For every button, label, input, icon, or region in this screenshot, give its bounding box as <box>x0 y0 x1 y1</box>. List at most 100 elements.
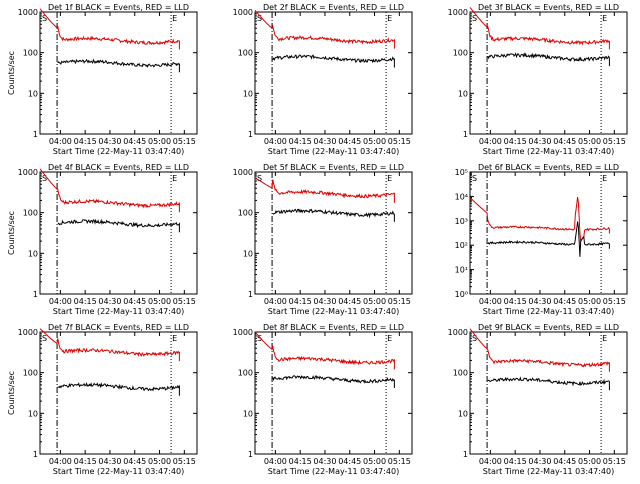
plot-panel-5: Det 5f BLACK = Events, RED = LLD 1 10 100 10… <box>233 163 413 316</box>
x-tick-label: 04:45 <box>553 297 576 306</box>
y-tick-label: 1000 <box>18 328 38 337</box>
x-tick-label: 04:00 <box>479 297 502 306</box>
plot-frame <box>469 331 628 455</box>
y-tick-label: 1 <box>248 290 253 299</box>
x-tick-label: 04:00 <box>49 137 72 146</box>
lld-series <box>254 9 395 49</box>
x-tick-label: 04:15 <box>74 137 97 146</box>
y-tick-label: 10 <box>243 409 253 418</box>
lld-series <box>254 177 395 203</box>
x-axis-label: Start Time (22-May-11 03:47:40) <box>483 467 614 476</box>
start-marker-label: S <box>257 334 262 343</box>
y-tick-label: 10⁰ <box>455 290 468 299</box>
y-tick-label: 10 <box>28 249 38 258</box>
y-tick-label: 10² <box>455 241 468 250</box>
x-tick-label: 05:00 <box>363 137 386 146</box>
lld-series <box>39 8 180 50</box>
plot-frame <box>469 11 628 135</box>
plot-title: Det 7f BLACK = Events, RED = LLD <box>48 323 189 332</box>
x-tick-label: 04:30 <box>313 137 336 146</box>
y-tick-label: 1000 <box>448 8 468 17</box>
x-tick-label: 05:15 <box>173 137 196 146</box>
x-tick-label: 04:30 <box>98 297 121 306</box>
plot-panel-2: Det 2f BLACK = Events, RED = LLD 1 10 100 10… <box>233 3 413 156</box>
x-axis-label: Start Time (22-May-11 03:47:40) <box>483 307 614 316</box>
x-tick-label: 04:45 <box>338 297 361 306</box>
x-tick-label: 05:00 <box>578 297 601 306</box>
x-tick-label: 04:15 <box>289 137 312 146</box>
x-tick-label: 05:15 <box>603 457 626 466</box>
y-axis-label: Counts/sec <box>7 211 16 255</box>
x-tick-label: 05:15 <box>388 137 411 146</box>
x-axis-label: Start Time (22-May-11 03:47:40) <box>268 467 399 476</box>
plot-panel-8: Det 8f BLACK = Events, RED = LLD 1 10 100 10… <box>233 323 413 476</box>
lld-series <box>469 7 610 50</box>
y-tick-label: 1000 <box>18 8 38 17</box>
x-tick-label: 04:30 <box>528 137 551 146</box>
x-tick-label: 05:00 <box>148 457 171 466</box>
plot-panel-6: Det 6f BLACK = Events, RED = LLD 10⁰ 10¹ 10… <box>455 163 628 316</box>
plot-frame <box>39 171 198 295</box>
plot-title: Det 8f BLACK = Events, RED = LLD <box>263 323 404 332</box>
start-marker-label: S <box>257 174 262 183</box>
y-tick-label: 100 <box>23 369 38 378</box>
y-tick-label: 100 <box>453 49 468 58</box>
x-axis-label: Start Time (22-May-11 03:47:40) <box>53 147 184 156</box>
x-tick-label: 04:00 <box>49 457 72 466</box>
end-marker-label: E <box>602 334 607 343</box>
y-tick-label: 1000 <box>18 168 38 177</box>
x-tick-label: 05:00 <box>363 457 386 466</box>
plot-title: Det 2f BLACK = Events, RED = LLD <box>263 3 404 12</box>
x-tick-label: 04:00 <box>479 137 502 146</box>
y-axis-label: Counts/sec <box>7 51 16 95</box>
y-tick-label: 1 <box>248 450 253 459</box>
x-tick-label: 05:15 <box>603 137 626 146</box>
x-tick-label: 04:15 <box>74 297 97 306</box>
end-marker-label: E <box>172 14 177 23</box>
lld-series <box>469 328 610 372</box>
x-tick-label: 04:00 <box>264 457 287 466</box>
y-tick-label: 1 <box>33 130 38 139</box>
y-tick-label: 100 <box>238 49 253 58</box>
start-marker-label: S <box>42 174 47 183</box>
x-tick-label: 04:45 <box>553 137 576 146</box>
x-tick-label: 04:30 <box>528 297 551 306</box>
start-marker-label: S <box>42 334 47 343</box>
x-tick-label: 05:15 <box>388 297 411 306</box>
events-series <box>272 375 395 388</box>
start-marker-label: S <box>42 14 47 23</box>
events-series <box>487 376 610 391</box>
x-tick-label: 04:00 <box>49 297 72 306</box>
x-tick-label: 04:45 <box>338 457 361 466</box>
x-tick-label: 05:00 <box>363 297 386 306</box>
x-axis-label: Start Time (22-May-11 03:47:40) <box>483 147 614 156</box>
end-marker-label: E <box>602 14 607 23</box>
x-tick-label: 05:00 <box>148 137 171 146</box>
y-tick-label: 10³ <box>455 217 468 226</box>
y-tick-label: 100 <box>453 369 468 378</box>
plot-frame <box>254 331 413 455</box>
events-series <box>272 54 395 68</box>
x-tick-label: 04:30 <box>313 457 336 466</box>
plot-title: Det 6f BLACK = Events, RED = LLD <box>478 163 619 172</box>
x-tick-label: 05:15 <box>173 297 196 306</box>
x-tick-label: 04:30 <box>313 297 336 306</box>
y-tick-label: 10 <box>243 89 253 98</box>
y-tick-label: 1000 <box>233 168 253 177</box>
x-tick-label: 04:00 <box>264 297 287 306</box>
y-tick-label: 100 <box>23 209 38 218</box>
x-tick-label: 05:00 <box>578 137 601 146</box>
events-series <box>272 208 395 222</box>
plot-frame <box>469 171 628 295</box>
y-tick-label: 10⁴ <box>455 192 468 201</box>
y-axis-label: Counts/sec <box>7 371 16 415</box>
plot-panel-7: Det 7f BLACK = Events, RED = LLD 1 10 100 10… <box>7 323 198 476</box>
y-tick-label: 1 <box>463 450 468 459</box>
events-series <box>57 218 180 233</box>
end-marker-label: E <box>172 334 177 343</box>
start-marker-label: S <box>472 334 477 343</box>
x-tick-label: 04:00 <box>264 137 287 146</box>
plot-frame <box>39 331 198 455</box>
plot-frame <box>254 171 413 295</box>
y-tick-label: 1 <box>33 450 38 459</box>
